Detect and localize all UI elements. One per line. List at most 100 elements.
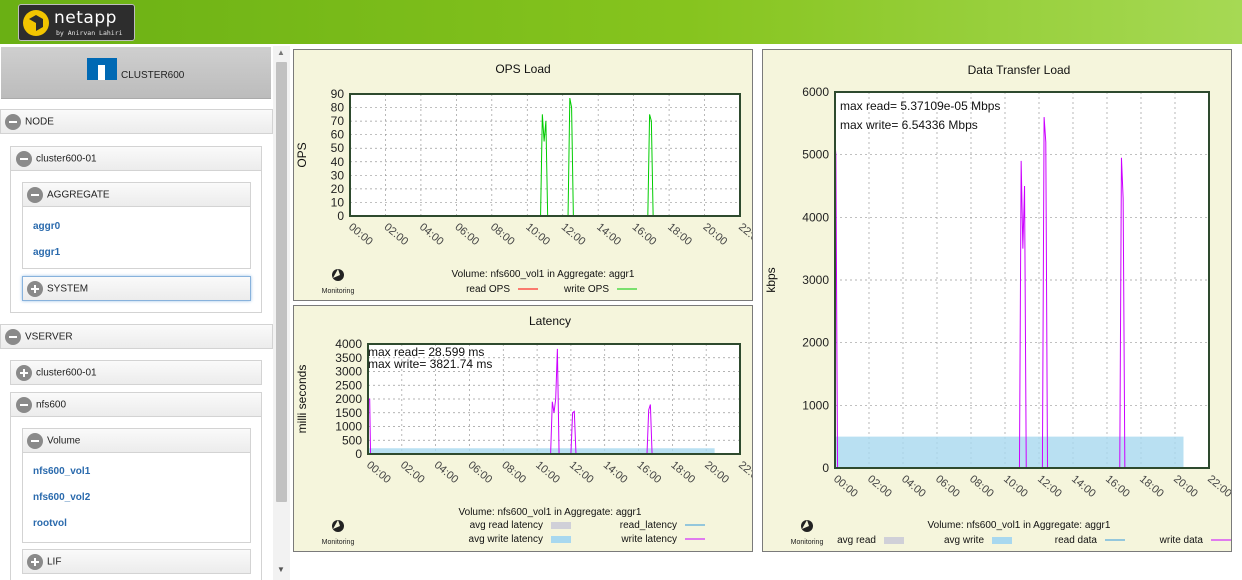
legend-label: read OPS — [466, 284, 510, 295]
x-tick-label: 06:00 — [933, 473, 962, 500]
sidebar: CLUSTER600 NODE cluster600-01 AGGREGATE … — [0, 46, 273, 580]
y-axis-label: OPS — [295, 142, 309, 167]
app-logo[interactable]: netapp by Anirvan Lahiri — [18, 4, 135, 41]
x-tick-label: 22:00 — [736, 459, 752, 486]
collapse-icon[interactable] — [27, 186, 43, 203]
y-tick-label: 5000 — [802, 148, 829, 162]
monitoring-logo-mark — [333, 520, 340, 529]
x-tick-label: 20:00 — [1171, 473, 1200, 500]
section-node-header[interactable]: NODE — [0, 109, 273, 134]
y-tick-label: 1000 — [802, 398, 829, 412]
y-tick-label: 3500 — [335, 351, 362, 365]
y-tick-label: 20 — [331, 182, 345, 196]
y-tick-label: 50 — [331, 141, 345, 155]
y-axis-label: milli seconds — [295, 365, 309, 434]
x-tick-label: 04:00 — [899, 473, 928, 500]
monitoring-label: Monitoring — [322, 288, 355, 295]
collapse-icon[interactable] — [16, 150, 32, 167]
expand-icon[interactable] — [27, 280, 43, 297]
x-tick-label: 12:00 — [1035, 473, 1064, 500]
legend-label: write OPS — [563, 284, 609, 295]
plot-area — [350, 94, 740, 216]
series-area-avg-write-latency — [368, 448, 715, 454]
series-area-avg-write — [835, 436, 1184, 468]
node-item-label: cluster600-01 — [36, 153, 97, 164]
volume-header[interactable]: Volume — [22, 428, 251, 453]
legend-label: avg read — [837, 535, 876, 546]
volume-link-rootvol[interactable]: rootvol — [33, 518, 67, 529]
volume-link-nfs600-vol2[interactable]: nfs600_vol2 — [33, 492, 91, 503]
section-vserver-header[interactable]: VSERVER — [0, 324, 273, 349]
chart-title: Latency — [529, 314, 571, 328]
y-tick-label: 3000 — [802, 273, 829, 287]
x-tick-label: 20:00 — [701, 221, 730, 248]
y-tick-label: 10 — [331, 195, 345, 209]
scroll-down-icon[interactable]: ▼ — [277, 565, 285, 574]
plot-border — [349, 93, 741, 217]
y-tick-label: 0 — [337, 209, 344, 223]
system-label: SYSTEM — [47, 283, 89, 294]
scroll-up-icon[interactable]: ▲ — [277, 48, 285, 57]
collapse-icon[interactable] — [27, 432, 43, 449]
y-tick-label: 2000 — [335, 392, 362, 406]
system-header[interactable]: SYSTEM — [22, 276, 251, 301]
monitoring-logo-mark — [802, 520, 809, 529]
expand-icon[interactable] — [16, 364, 32, 381]
y-tick-label: 4000 — [335, 337, 362, 351]
netapp-logo-icon — [23, 10, 49, 36]
logo-mark-icon — [29, 15, 43, 31]
collapse-icon[interactable] — [16, 396, 32, 413]
y-tick-label: 30 — [331, 168, 345, 182]
y-tick-label: 2000 — [802, 336, 829, 350]
ops-load-chart: OPS Load 0 10 20 30 40 50 60 70 80 90 00:00 02:00 04:… — [293, 49, 753, 301]
expand-icon[interactable] — [27, 553, 43, 570]
aggregate-header[interactable]: AGGREGATE — [22, 182, 251, 207]
legend-label: avg read latency — [470, 520, 543, 531]
aggr-link-aggr0[interactable]: aggr0 — [33, 221, 61, 232]
monitoring-logo-mark — [333, 269, 340, 278]
vserver-item-nfs600[interactable]: nfs600 — [10, 392, 262, 417]
x-tick-label: 18:00 — [665, 221, 694, 248]
cluster-header[interactable]: CLUSTER600 — [1, 47, 271, 99]
y-tick-label: 80 — [331, 101, 345, 115]
chart-caption: Volume: nfs600_vol1 in Aggregate: aggr1 — [928, 520, 1111, 531]
vserver-item-cluster[interactable]: cluster600-01 — [10, 360, 262, 385]
x-tick-label: 08:00 — [488, 221, 517, 248]
x-tick-label: 10:00 — [523, 221, 552, 248]
logo-wordmark: netapp — [54, 8, 117, 28]
collapse-icon[interactable] — [5, 328, 21, 345]
legend-swatch — [884, 537, 904, 544]
legend-label: write data — [1159, 535, 1204, 546]
x-tick-label: 16:00 — [630, 221, 659, 248]
x-tick-label: 06:00 — [452, 221, 481, 248]
x-tick-label: 00:00 — [364, 459, 393, 486]
section-node-label: NODE — [25, 116, 54, 127]
annotation-max-read: max read= 5.37109e-05 Mbps — [840, 99, 1000, 113]
monitoring-label: Monitoring — [322, 539, 355, 546]
aggr-link-aggr1[interactable]: aggr1 — [33, 247, 61, 258]
y-tick-label: 500 — [342, 433, 362, 447]
legend-swatch — [551, 522, 571, 529]
legend-label: read_latency — [620, 520, 677, 531]
annotation-max-read: max read= 28.599 ms — [368, 345, 484, 359]
plot-border — [367, 343, 741, 455]
volume-link-nfs600-vol1[interactable]: nfs600_vol1 — [33, 466, 91, 477]
section-vserver-label: VSERVER — [25, 331, 73, 342]
x-tick-label: 14:00 — [601, 459, 630, 486]
scrollbar-thumb[interactable] — [276, 62, 287, 502]
latency-chart: Latency 0 500 1000 1500 2000 2500 3000 3500 4000 0… — [293, 305, 753, 552]
sidebar-scrollbar[interactable]: ▲ ▼ — [273, 46, 290, 580]
logo-byline: by Anirvan Lahiri — [56, 29, 123, 37]
y-tick-label: 4000 — [802, 210, 829, 224]
node-item-header[interactable]: cluster600-01 — [10, 146, 262, 171]
collapse-icon[interactable] — [5, 113, 21, 130]
x-tick-label: 14:00 — [1069, 473, 1098, 500]
x-tick-label: 02:00 — [398, 459, 427, 486]
x-tick-label: 18:00 — [1137, 473, 1166, 500]
legend-label: avg write latency — [469, 534, 543, 545]
x-tick-label: 06:00 — [466, 459, 495, 486]
lif-header[interactable]: LIF — [22, 549, 251, 574]
chart-title: Data Transfer Load — [968, 63, 1071, 77]
x-tick-label: 22:00 — [736, 221, 752, 248]
